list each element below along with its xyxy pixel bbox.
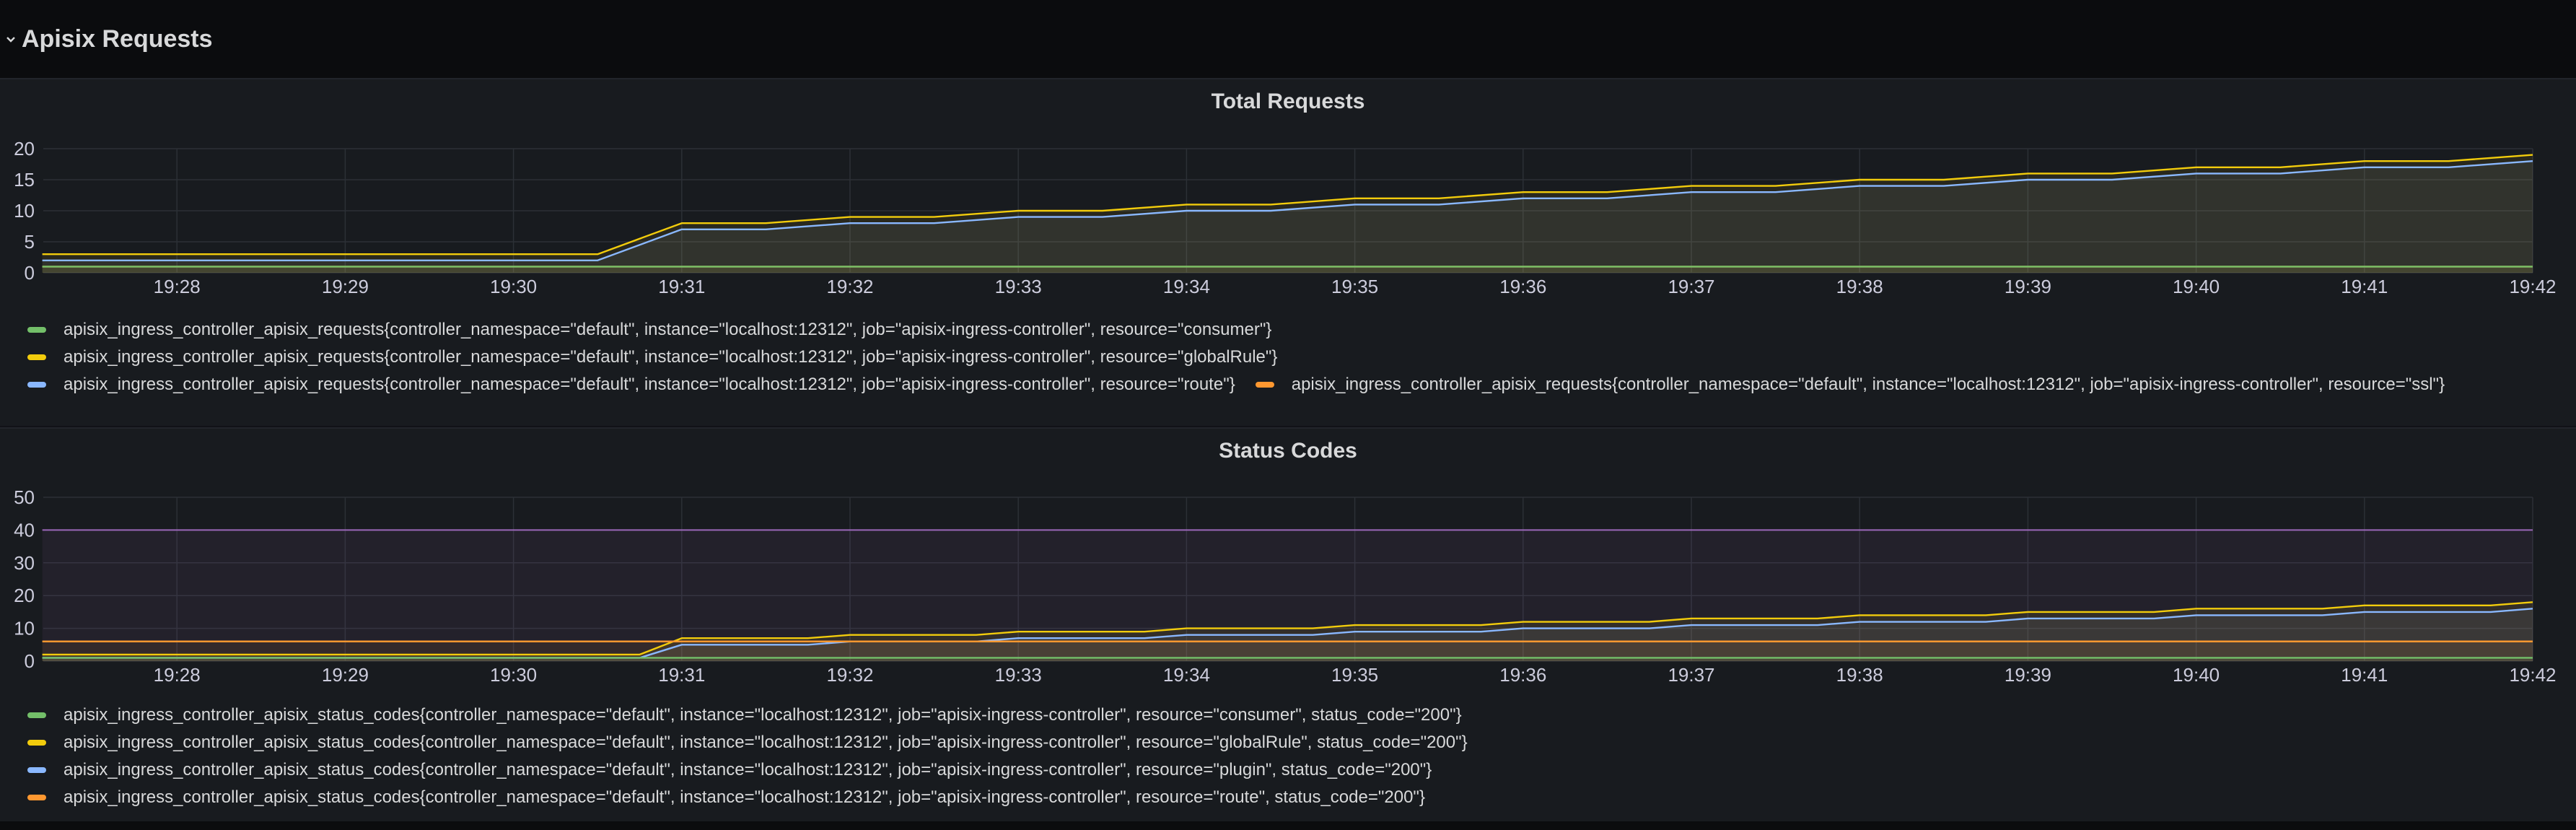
x-tick-label: 19:28 bbox=[154, 276, 201, 297]
panel-title[interactable]: Total Requests bbox=[1211, 89, 1365, 113]
legend-swatch bbox=[27, 712, 46, 718]
legend-label[interactable]: apisix_ingress_controller_apisix_request… bbox=[63, 375, 1235, 394]
total-requests-panel: Total Requests 0 5 10 15 20 19:28 19:29 19:30 19… bbox=[0, 78, 2576, 426]
legend-swatch bbox=[27, 354, 46, 360]
series-line bbox=[42, 160, 2533, 261]
x-tick-label: 19:39 bbox=[2005, 664, 2051, 686]
chart-legend: apisix_ingress_controller_apisix_status_… bbox=[27, 702, 1488, 811]
legend-label[interactable]: apisix_ingress_controller_apisix_status_… bbox=[63, 733, 1468, 752]
panel-title[interactable]: Status Codes bbox=[1219, 439, 1357, 463]
x-tick-label: 19:33 bbox=[995, 664, 1042, 686]
x-tick-label: 19:32 bbox=[826, 276, 873, 297]
x-tick-label: 19:33 bbox=[995, 276, 1042, 297]
legend-label[interactable]: apisix_ingress_controller_apisix_status_… bbox=[63, 705, 1462, 725]
x-tick-label: 19:34 bbox=[1163, 276, 1210, 297]
legend-item[interactable]: apisix_ingress_controller_apisix_status_… bbox=[27, 733, 1468, 753]
x-tick-label: 19:38 bbox=[1836, 276, 1883, 297]
legend-swatch bbox=[27, 795, 46, 800]
y-tick-label: 20 bbox=[14, 138, 35, 160]
legend-item[interactable]: apisix_ingress_controller_apisix_request… bbox=[1255, 375, 2445, 395]
legend-row: apisix_ingress_controller_apisix_request… bbox=[27, 316, 2465, 344]
series-area bbox=[42, 161, 2533, 273]
legend-swatch bbox=[27, 767, 46, 773]
series-area bbox=[42, 641, 2533, 661]
y-tick-label: 10 bbox=[14, 200, 35, 222]
x-tick-label: 19:36 bbox=[1499, 276, 1546, 297]
x-tick-label: 19:29 bbox=[322, 276, 369, 297]
x-tick-label: 19:38 bbox=[1836, 664, 1883, 686]
series-area bbox=[42, 266, 2533, 273]
series-line bbox=[42, 154, 2533, 255]
y-tick-label: 30 bbox=[14, 552, 35, 574]
legend-label[interactable]: apisix_ingress_controller_apisix_request… bbox=[1291, 375, 2445, 394]
x-tick-label: 19:35 bbox=[1331, 276, 1378, 297]
y-tick-label: 0 bbox=[25, 262, 35, 284]
x-tick-label: 19:29 bbox=[322, 664, 369, 686]
x-tick-label: 19:36 bbox=[1499, 664, 1546, 686]
legend-row: apisix_ingress_controller_apisix_status_… bbox=[27, 784, 1488, 811]
legend-row: apisix_ingress_controller_apisix_status_… bbox=[27, 729, 1488, 756]
legend-row: apisix_ingress_controller_apisix_request… bbox=[27, 344, 2465, 371]
y-tick-label: 0 bbox=[25, 650, 35, 672]
row-title: Apisix Requests bbox=[22, 25, 213, 53]
legend-swatch bbox=[27, 327, 46, 333]
x-tick-label: 19:30 bbox=[490, 276, 537, 297]
x-tick-label: 19:39 bbox=[2005, 276, 2051, 297]
legend-swatch bbox=[27, 740, 46, 746]
legend-swatch bbox=[27, 382, 46, 388]
x-tick-label: 19:37 bbox=[1668, 664, 1714, 686]
x-tick-label: 19:35 bbox=[1331, 664, 1378, 686]
x-tick-label: 19:32 bbox=[826, 664, 873, 686]
x-tick-label: 19:30 bbox=[490, 664, 537, 686]
series-area bbox=[42, 154, 2533, 273]
series-area bbox=[42, 602, 2533, 661]
status-codes-chart: 0 10 20 30 40 50 19:28 19:29 19:30 19:31 19:32 19:3… bbox=[14, 486, 2556, 686]
legend-item[interactable]: apisix_ingress_controller_apisix_request… bbox=[27, 320, 1271, 340]
x-tick-label: 19:34 bbox=[1163, 664, 1210, 686]
threshold-band bbox=[42, 530, 2533, 661]
x-tick-label: 19:40 bbox=[2173, 664, 2220, 686]
legend-item[interactable]: apisix_ingress_controller_apisix_status_… bbox=[27, 760, 1432, 780]
chevron-down-icon[interactable] bbox=[4, 32, 19, 46]
x-tick-label: 19:42 bbox=[2509, 664, 2556, 686]
legend-item[interactable]: apisix_ingress_controller_apisix_request… bbox=[27, 347, 1277, 367]
legend-row: apisix_ingress_controller_apisix_status_… bbox=[27, 702, 1488, 729]
legend-row: apisix_ingress_controller_apisix_request… bbox=[27, 371, 2465, 398]
row-header[interactable]: Apisix Requests bbox=[0, 0, 2576, 78]
x-tick-label: 19:41 bbox=[2341, 664, 2388, 686]
legend-label[interactable]: apisix_ingress_controller_apisix_request… bbox=[63, 320, 1272, 339]
y-tick-label: 5 bbox=[25, 231, 35, 253]
x-tick-label: 19:42 bbox=[2509, 276, 2556, 297]
legend-item[interactable]: apisix_ingress_controller_apisix_status_… bbox=[27, 787, 1425, 808]
legend-item[interactable]: apisix_ingress_controller_apisix_request… bbox=[27, 375, 1235, 395]
y-tick-label: 40 bbox=[14, 519, 35, 541]
x-tick-label: 19:31 bbox=[658, 276, 705, 297]
legend-row: apisix_ingress_controller_apisix_status_… bbox=[27, 756, 1488, 784]
chart-legend: apisix_ingress_controller_apisix_request… bbox=[27, 316, 2465, 398]
legend-label[interactable]: apisix_ingress_controller_apisix_status_… bbox=[63, 787, 1425, 807]
legend-label[interactable]: apisix_ingress_controller_apisix_request… bbox=[63, 347, 1278, 367]
legend-swatch bbox=[1255, 382, 1274, 388]
y-tick-label: 15 bbox=[14, 169, 35, 191]
legend-item[interactable]: apisix_ingress_controller_apisix_status_… bbox=[27, 705, 1462, 725]
x-tick-label: 19:28 bbox=[154, 664, 201, 686]
y-tick-label: 50 bbox=[14, 486, 35, 508]
y-tick-label: 10 bbox=[14, 618, 35, 639]
series-area bbox=[42, 266, 2533, 273]
status-codes-panel: Status Codes 0 10 20 30 40 50 19:28 19:29 19:30 1… bbox=[0, 427, 2576, 823]
legend-label[interactable]: apisix_ingress_controller_apisix_status_… bbox=[63, 760, 1432, 779]
x-tick-label: 19:41 bbox=[2341, 276, 2388, 297]
total-requests-chart: 0 5 10 15 20 19:28 19:29 19:30 19:31 19:32 19:33 19… bbox=[14, 138, 2556, 297]
x-tick-label: 19:31 bbox=[658, 664, 705, 686]
series-line bbox=[42, 601, 2533, 656]
x-tick-label: 19:40 bbox=[2173, 276, 2220, 297]
dashboard-bottom-edge bbox=[0, 821, 2576, 830]
x-tick-label: 19:37 bbox=[1668, 276, 1714, 297]
y-tick-label: 20 bbox=[14, 585, 35, 606]
